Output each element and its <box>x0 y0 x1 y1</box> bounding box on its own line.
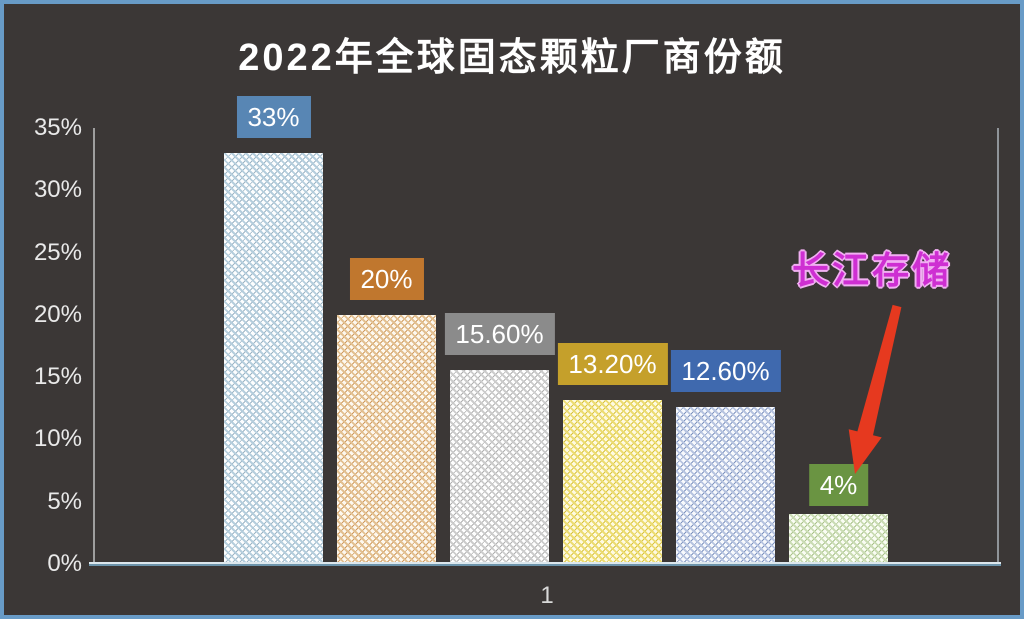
bar-series-3 <box>450 370 549 564</box>
data-label-5: 12.60% <box>670 350 781 392</box>
bar-series-1 <box>224 153 323 564</box>
data-label-1: 33% <box>236 96 311 138</box>
y-axis-tick-label: 20% <box>33 300 82 328</box>
data-label-6: 4% <box>808 464 869 506</box>
y-axis-tick-label: 25% <box>33 238 82 266</box>
bar-series-2 <box>337 315 436 564</box>
y-axis-tick-label: 35% <box>33 114 82 141</box>
bar-series-4 <box>563 400 662 564</box>
y-axis-tick-label: 30% <box>33 176 82 204</box>
annotation-arrow-icon <box>848 304 902 474</box>
data-label-2: 20% <box>349 258 424 300</box>
data-label-4: 13.20% <box>557 343 668 385</box>
y-axis-tick-label: 0% <box>47 550 82 577</box>
x-axis-line <box>89 562 1001 566</box>
x-category-label: 1 <box>540 582 554 609</box>
y-axis-tick-label: 10% <box>33 425 82 453</box>
data-label-3: 15.60% <box>444 313 555 355</box>
bar-series-5 <box>676 407 775 564</box>
plot-right-border <box>997 128 999 564</box>
y-axis-tick-label: 5% <box>47 487 82 515</box>
annotation-callout-label: 长江存储 <box>792 250 952 291</box>
y-axis-tick-label: 15% <box>33 363 82 391</box>
y-axis-line <box>93 128 95 564</box>
bar-series-6 <box>789 514 888 564</box>
chart-title: 2022年全球固态颗粒厂商份额 <box>238 37 786 79</box>
